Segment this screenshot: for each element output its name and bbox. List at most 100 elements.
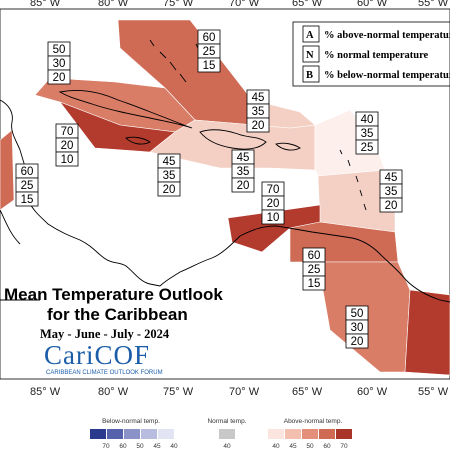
- above-tick-label: 50: [306, 443, 314, 450]
- title-block: Mean Temperature Outlook for the Caribbe…: [4, 285, 223, 341]
- prob-value-n: 35: [237, 166, 250, 178]
- lon-label-60w: 60° W: [357, 0, 388, 9]
- prob-value-a: 60: [203, 32, 216, 44]
- legend-text-below: % below-normal temperature: [324, 70, 450, 81]
- probability-boxes: 60 25 15 50 30 20 70 20 10 60 25 15 45 35 20 45 35 20 40 35…: [15, 29, 403, 349]
- logo-tagline: CARIBBEAN CLIMATE OUTLOOK FORUM: [46, 370, 163, 376]
- prob-value-n: 35: [163, 170, 176, 182]
- region-belize: [0, 129, 15, 211]
- legend-key-letter-b: B: [306, 70, 313, 81]
- bottom-lon-label-65w: 65° W: [292, 386, 323, 398]
- region-suriname: [404, 289, 450, 376]
- above-swatch: [268, 429, 284, 439]
- scale-label-above: Above-normal temp.: [284, 418, 343, 425]
- prob-value-n: 30: [351, 322, 364, 334]
- prob-value-b: 20: [252, 120, 265, 132]
- prob-value-b: 20: [237, 180, 250, 192]
- legend-key-letter-n: N: [306, 50, 314, 61]
- prob-box-turks-caicos: 45 35 20: [246, 89, 270, 133]
- below-swatch: [158, 429, 174, 439]
- prob-value-n: 35: [252, 106, 265, 118]
- lon-label-70w: 70° W: [229, 0, 260, 9]
- prob-value-a: 50: [351, 308, 364, 320]
- prob-value-a: 50: [53, 44, 66, 56]
- lon-label-80w: 80° W: [98, 0, 129, 9]
- title-period: May - June - July - 2024: [40, 327, 170, 341]
- prob-value-b: 20: [163, 184, 176, 196]
- legend-row-above: A % above-normal temperature: [302, 25, 450, 43]
- prob-value-b: 10: [267, 212, 280, 224]
- below-tick-label: 50: [136, 443, 144, 450]
- below-swatch: [141, 429, 157, 439]
- title-line-2: for the Caribbean: [47, 305, 188, 324]
- bottom-lon-label-85w: 85° W: [30, 386, 61, 398]
- prob-value-n: 20: [61, 140, 74, 152]
- scale-label-normal: Normal temp.: [207, 418, 246, 425]
- prob-value-b: 25: [361, 142, 374, 154]
- above-swatch: [302, 429, 318, 439]
- prob-box-bahamas: 60 25 15: [197, 29, 221, 73]
- prob-value-b: 15: [21, 194, 34, 206]
- bottom-lon-label-70w: 70° W: [229, 386, 260, 398]
- prob-value-a: 45: [252, 92, 265, 104]
- prob-box-guyana: 50 30 20: [345, 305, 369, 349]
- prob-value-n: 25: [21, 180, 34, 192]
- prob-value-a: 70: [267, 184, 280, 196]
- legend-key-box: A % above-normal temperature N % normal …: [292, 21, 450, 87]
- prob-box-colombia-coast: 70 20 10: [261, 181, 285, 225]
- below-tick-label: 40: [170, 443, 178, 450]
- top-longitude-labels: 85° W 80° W 75° W 70° W 65° W 60° W 55° …: [30, 0, 449, 9]
- bottom-longitude-labels: 85° W 80° W 75° W 70° W 65° W 60° W 55° …: [30, 386, 449, 398]
- prob-value-a: 45: [237, 152, 250, 164]
- prob-value-a: 40: [361, 114, 374, 126]
- bottom-lon-label-75w: 75° W: [163, 386, 194, 398]
- title-line-1: Mean Temperature Outlook: [4, 285, 223, 304]
- lon-label-75w: 75° W: [163, 0, 194, 9]
- normal-swatch: [219, 429, 235, 439]
- lon-label-85w: 85° W: [30, 0, 61, 9]
- above-tick-label: 70: [340, 443, 348, 450]
- prob-value-n: 35: [385, 186, 398, 198]
- legend-key-letter-a: A: [306, 30, 314, 41]
- prob-value-b: 10: [61, 154, 74, 166]
- prob-value-a: 60: [308, 250, 321, 262]
- below-tick-label: 45: [153, 443, 161, 450]
- coastlines: [0, 39, 450, 303]
- below-tick-label: 60: [119, 443, 127, 450]
- above-swatch: [319, 429, 335, 439]
- bottom-lon-label-60w: 60° W: [357, 386, 388, 398]
- map-border: [0, 8, 450, 380]
- legend-text-normal: % normal temperature: [324, 50, 429, 61]
- prob-box-belize: 60 25 15: [15, 163, 39, 207]
- bottom-lon-label-55w: 55° W: [418, 386, 449, 398]
- normal-tick-label: 40: [223, 443, 231, 450]
- above-tick-label: 45: [289, 443, 297, 450]
- legend-row-normal: N % normal temperature: [302, 45, 429, 63]
- prob-box-jamaica-cayman: 70 20 10: [55, 123, 79, 167]
- prob-value-n: 30: [53, 58, 66, 70]
- below-swatch: [90, 429, 106, 439]
- above-tick-label: 60: [323, 443, 331, 450]
- below-tick-label: 70: [102, 443, 110, 450]
- legend-row-below: B % below-normal temperature: [302, 65, 450, 83]
- above-tick-label: 40: [272, 443, 280, 450]
- scale-label-below: Below-normal temp.: [102, 418, 160, 425]
- lon-label-55w: 55° W: [418, 0, 449, 9]
- prob-value-n: 25: [308, 264, 321, 276]
- prob-box-hispaniola: 45 35 20: [157, 153, 181, 197]
- prob-value-b: 15: [203, 60, 216, 72]
- prob-box-caribbean-sea-north: 45 35 20: [231, 149, 255, 193]
- prob-value-n: 20: [267, 198, 280, 210]
- prob-value-b: 20: [53, 72, 66, 84]
- prob-value-n: 35: [361, 128, 374, 140]
- prob-box-leeward-islands: 40 35 25: [355, 111, 379, 155]
- prob-value-b: 15: [308, 278, 321, 290]
- prob-value-a: 70: [61, 126, 74, 138]
- logo-wordmark: CariCOF: [44, 340, 150, 370]
- prob-box-cuba: 50 30 20: [47, 41, 71, 85]
- prob-value-a: 45: [385, 172, 398, 184]
- legend-text-above: % above-normal temperature: [324, 30, 450, 41]
- prob-value-a: 45: [163, 156, 176, 168]
- above-swatch: [285, 429, 301, 439]
